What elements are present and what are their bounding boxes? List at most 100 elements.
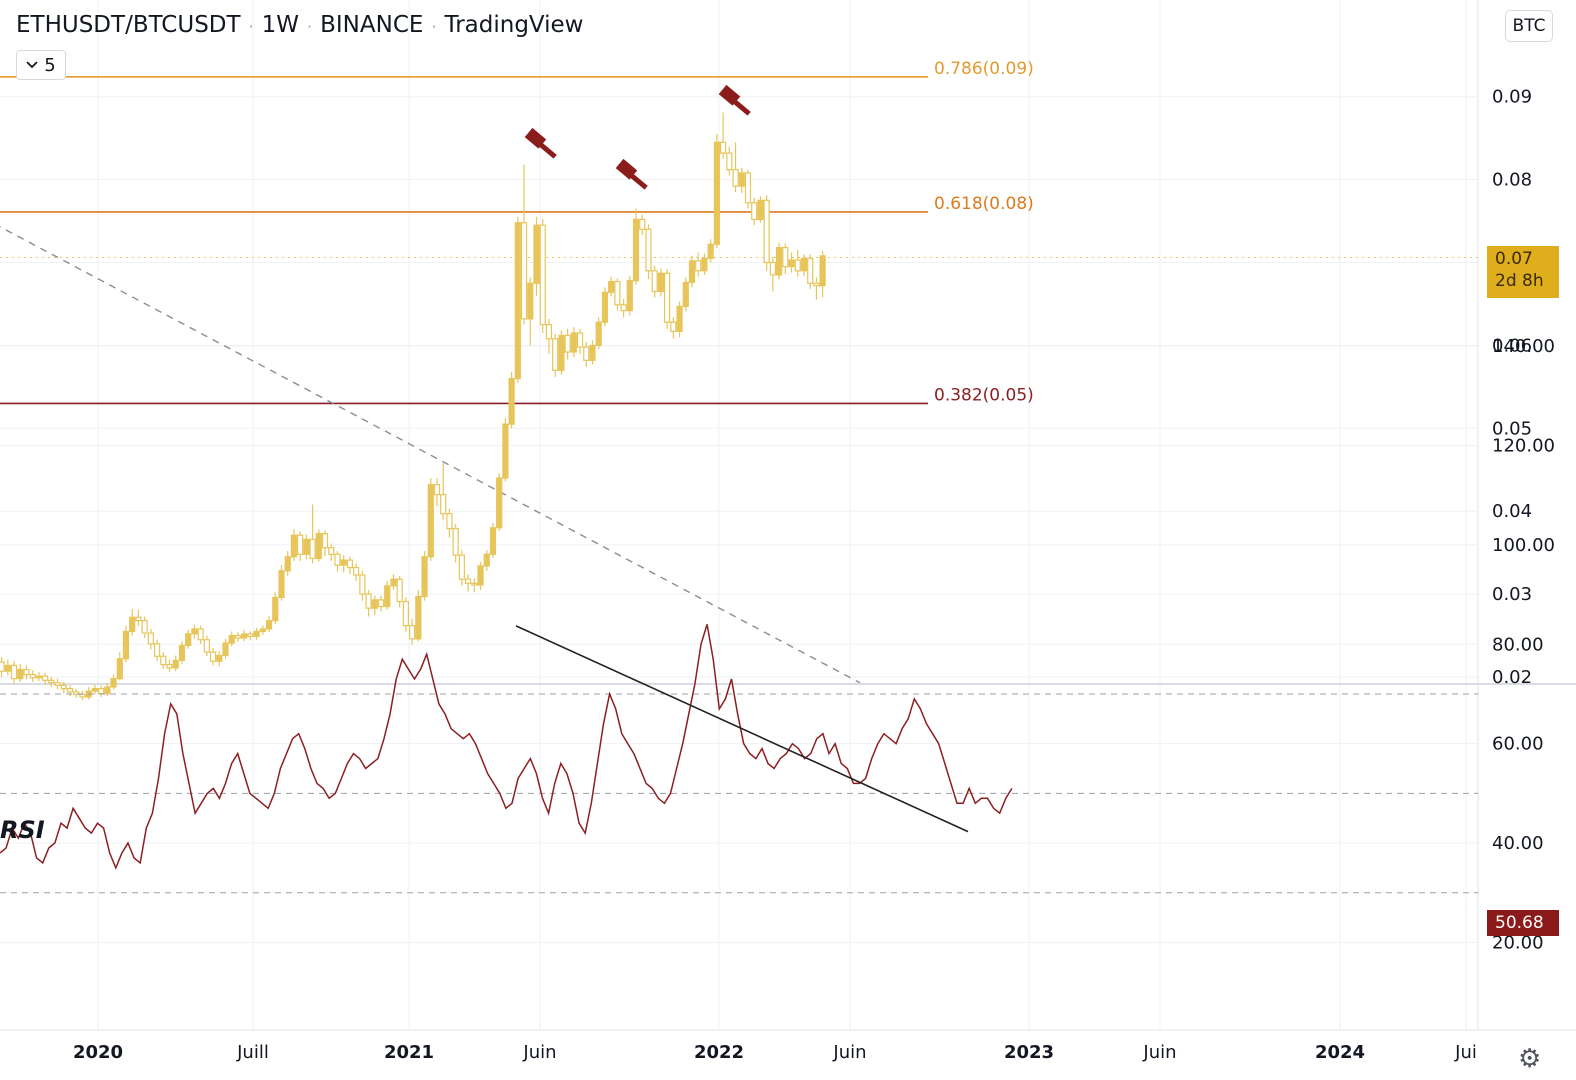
time-tick-label: 2023 xyxy=(1004,1042,1054,1063)
candle-body xyxy=(365,593,372,609)
candle-body xyxy=(576,332,584,348)
candle-body xyxy=(751,202,758,220)
time-tick-label: 2022 xyxy=(694,1042,744,1063)
candle-body xyxy=(726,152,733,171)
candle-body xyxy=(185,633,192,647)
indicator-count: 5 xyxy=(44,54,56,76)
candles xyxy=(0,112,826,701)
candle-body xyxy=(763,199,770,264)
rsi-tick-label: 100.00 xyxy=(1492,535,1555,556)
candle-body xyxy=(166,663,173,669)
fib-label: 0.786(0.09) xyxy=(934,59,1034,79)
candle-body xyxy=(446,513,453,530)
candle-body xyxy=(172,659,179,669)
candle-body xyxy=(558,334,565,371)
candle-body xyxy=(66,688,74,693)
price-tick-label: 0.06 xyxy=(1492,335,1532,356)
gavel-handle xyxy=(732,98,751,116)
candle-body xyxy=(110,678,117,688)
candle-body xyxy=(377,599,385,608)
last-price-tag: 0.07 2d 8h xyxy=(1487,246,1559,298)
candle-body xyxy=(42,675,49,681)
candle-body xyxy=(4,664,11,672)
candle-body xyxy=(651,270,658,293)
rsi-line xyxy=(0,624,1013,870)
candle-body xyxy=(23,668,30,676)
dashed-trendline xyxy=(0,225,861,684)
interval-label[interactable]: 1W xyxy=(261,12,300,38)
time-tick-label: Jui xyxy=(1454,1042,1477,1063)
price-tick-label: 0.09 xyxy=(1492,87,1532,108)
candle-body xyxy=(489,527,497,555)
rsi-pane xyxy=(0,624,1478,894)
candle-body xyxy=(632,218,640,282)
symbol-title[interactable]: ETHUSDT/BTCUSDT xyxy=(16,12,241,38)
candle-body xyxy=(570,332,577,353)
candle-body xyxy=(707,243,714,259)
candle-body xyxy=(657,272,665,293)
candle-body xyxy=(819,255,826,287)
candle-body xyxy=(800,257,808,272)
candle-body xyxy=(216,654,223,662)
price-tick-label: 0.04 xyxy=(1492,501,1532,522)
chart-header: ETHUSDT/BTCUSDT · 1W · BINANCE · TradingView xyxy=(16,12,584,38)
gavel-icon xyxy=(615,158,648,190)
candle-body xyxy=(782,246,789,268)
candle-body xyxy=(359,574,366,595)
candle-body xyxy=(458,554,465,580)
time-tick-label: Juin xyxy=(832,1042,866,1063)
candle-body xyxy=(502,423,509,479)
candle-body xyxy=(601,291,609,323)
time-tick-label: 2024 xyxy=(1315,1042,1365,1063)
price-tick-label: 0.05 xyxy=(1492,418,1532,439)
candle-body xyxy=(664,272,671,323)
candle-body xyxy=(116,658,123,680)
candle-body xyxy=(744,172,752,204)
candle-body xyxy=(720,141,727,154)
candle-body xyxy=(203,639,210,653)
candle-body xyxy=(533,224,540,284)
candle-body xyxy=(695,260,702,272)
candle-body xyxy=(135,616,142,622)
candle-body xyxy=(141,620,148,634)
candle-body xyxy=(259,628,266,633)
indicators-toggle-button[interactable]: 5 xyxy=(16,50,66,80)
candle-body xyxy=(583,346,590,361)
candle-body xyxy=(384,585,391,608)
candle-body xyxy=(589,344,596,361)
candle-body xyxy=(129,616,136,633)
price-tick-label: 0.02 xyxy=(1492,667,1532,688)
candle-body xyxy=(738,172,745,187)
candle-body xyxy=(608,280,615,293)
candle-body xyxy=(309,538,316,560)
gavel-handle xyxy=(629,172,648,190)
candle-body xyxy=(346,559,354,569)
candle-body xyxy=(272,596,279,622)
currency-button[interactable]: BTC xyxy=(1505,10,1553,42)
candle-body xyxy=(471,582,478,586)
candle-body xyxy=(688,260,696,283)
candle-body xyxy=(241,633,248,639)
candle-body xyxy=(807,257,814,284)
candle-body xyxy=(508,377,515,425)
rsi-label: RSI xyxy=(0,816,45,844)
fib-label: 0.382(0.05) xyxy=(934,385,1034,405)
candle-body xyxy=(639,218,646,230)
candle-body xyxy=(415,595,422,640)
price-tick-label: 0.03 xyxy=(1492,584,1532,605)
candle-body xyxy=(340,559,347,566)
candle-body xyxy=(153,643,161,657)
rsi-tick-label: 140.00 xyxy=(1492,336,1555,357)
candle-body xyxy=(421,556,428,598)
time-tick-label: Juin xyxy=(1142,1042,1176,1063)
candle-body xyxy=(0,661,5,672)
candle-body xyxy=(147,632,154,645)
candle-body xyxy=(409,625,416,640)
gear-icon[interactable]: ⚙ xyxy=(1518,1044,1542,1074)
gavel-icon xyxy=(718,84,751,116)
candle-body xyxy=(197,628,204,641)
candle-body xyxy=(91,688,98,692)
candle-body xyxy=(682,281,689,308)
candle-body xyxy=(321,532,329,549)
